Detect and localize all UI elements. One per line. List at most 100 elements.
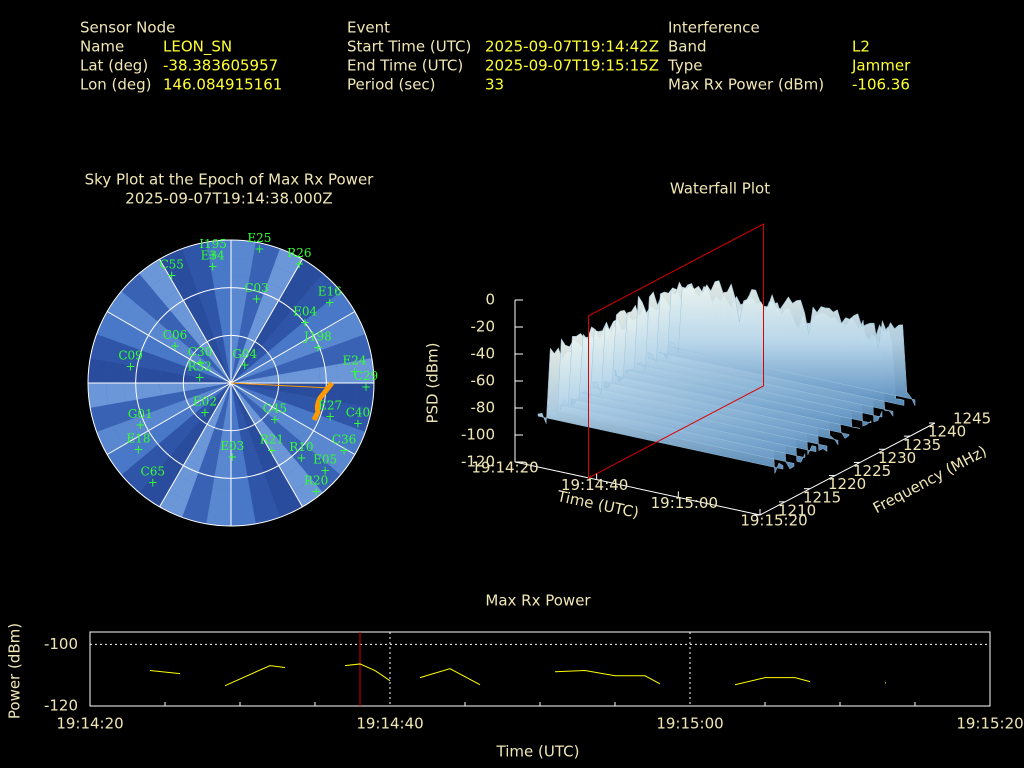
sky-cell (288, 300, 314, 326)
sky-cell (195, 370, 215, 380)
satellite-label: E18 (126, 432, 150, 446)
power-line (149, 663, 886, 687)
sky-cell (231, 435, 244, 455)
field-label: Name (80, 38, 124, 56)
sky-cell (139, 259, 169, 288)
satellite-marker: + (195, 371, 205, 385)
y-tick-label: 1210 (778, 502, 816, 520)
sky-cell (237, 330, 250, 350)
satellite-label: C29 (354, 369, 378, 383)
sky-cell (276, 428, 300, 452)
sky-cell (242, 394, 259, 411)
sky-cell (231, 471, 250, 491)
sky-cell (113, 419, 139, 446)
sky-cell (231, 371, 247, 383)
sky-cell (96, 311, 123, 341)
field-label: Period (sec) (347, 76, 436, 94)
sky-cell (231, 275, 250, 295)
sky-cell (125, 346, 148, 368)
sky-cell (195, 315, 213, 337)
sky-cell (266, 437, 289, 461)
x-tick-label: 19:14:40 (356, 715, 423, 733)
sky-cell (231, 400, 238, 419)
sky-cell (323, 419, 349, 446)
sky-cell (113, 320, 139, 347)
sky-cell (231, 383, 247, 395)
sky-cell (264, 389, 284, 402)
sky-cell (200, 360, 218, 375)
sky-cell (248, 336, 266, 356)
satellite-marker: + (313, 340, 323, 354)
sky-cell (272, 337, 293, 357)
sky-cell (336, 361, 357, 383)
y-tick-label: 1220 (828, 475, 866, 493)
sky-cell (107, 445, 136, 475)
sky-cell (141, 367, 161, 383)
satellite-label: C55 (159, 257, 183, 271)
sky-cell (208, 352, 223, 370)
chart-title: Max Rx Power (485, 592, 591, 610)
satellite-label: I195 (199, 237, 227, 251)
sky-cell (257, 321, 277, 342)
satellite-marker: + (296, 451, 306, 465)
epoch-plane (588, 223, 764, 479)
sky-cell (206, 240, 231, 260)
sky-cell (197, 365, 216, 377)
sky-cell (141, 383, 161, 399)
sky-cell (163, 401, 185, 419)
sky-cell (243, 332, 258, 353)
sky-cell (311, 273, 341, 303)
sky-cell (212, 275, 231, 295)
sky-cell (206, 312, 222, 333)
sky-cell (221, 418, 231, 437)
z-tick-label: 0 (485, 291, 495, 309)
sky-cell (246, 365, 265, 377)
sky-cell (159, 383, 179, 396)
sky-cell (319, 364, 339, 383)
sky-cell (299, 287, 327, 315)
satellite-marker: + (339, 443, 349, 457)
sky-cell (194, 466, 216, 489)
satellite-marker: + (270, 412, 280, 426)
sky-cell (248, 376, 267, 383)
satellite-label: C06 (163, 328, 187, 342)
sky-cell (326, 445, 355, 475)
satellite-label: E34 (201, 248, 225, 262)
sky-cell (284, 465, 312, 492)
chart-title: Waterfall Plot (670, 180, 770, 198)
sky-cell (258, 348, 278, 366)
y-tick-label: 1225 (853, 462, 891, 480)
sky-cell (298, 352, 320, 371)
sky-cell (121, 273, 151, 303)
field-value: LEON_SN (163, 38, 232, 57)
sky-cell (105, 361, 126, 383)
azimuth-spoke (230, 311, 356, 384)
y-tick-label: 1245 (953, 410, 991, 428)
field-label: Max Rx Power (dBm) (668, 76, 824, 94)
y-tick-label: 1230 (878, 449, 916, 467)
sky-cell (88, 383, 108, 408)
sky-cell (159, 248, 189, 275)
satellite-marker: + (252, 292, 262, 306)
sky-cell (237, 349, 249, 368)
sky-cell (215, 293, 231, 313)
z-tick-label: -20 (471, 318, 496, 336)
sky-cell (265, 417, 286, 438)
sky-cell (234, 399, 244, 419)
sky-cell (209, 488, 231, 509)
sky-cell (219, 383, 231, 399)
sky-cell (253, 405, 273, 425)
sky-cell (224, 383, 231, 401)
sky-cell (178, 389, 198, 402)
sky-cell (184, 348, 204, 366)
sky-cell (231, 383, 245, 397)
field-value: 2025-09-07T19:14:42Z (485, 38, 659, 56)
sky-cell (150, 465, 178, 492)
sky-cell (275, 451, 300, 476)
sky-cell (218, 347, 228, 367)
y-tick-label: -100 (44, 635, 78, 653)
sky-cell (267, 475, 294, 501)
sky-cell (231, 311, 244, 331)
